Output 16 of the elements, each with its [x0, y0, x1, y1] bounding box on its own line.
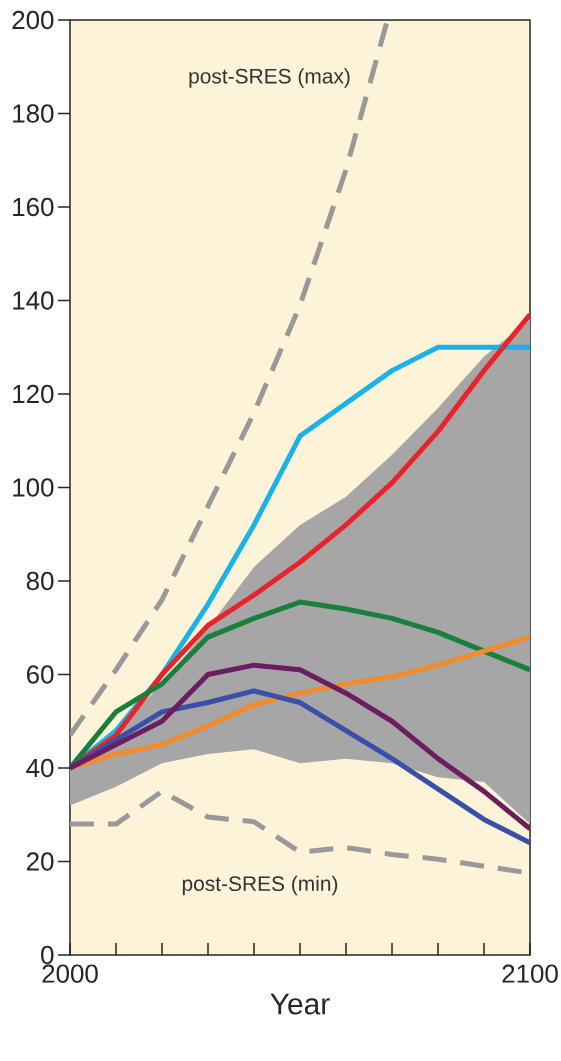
y-tick-label: 180	[13, 104, 54, 123]
y-tick-label: 40	[26, 758, 54, 778]
y-tick-label: 20	[26, 852, 54, 871]
y-tick-label: 140	[13, 291, 54, 310]
y-tick-label: 100	[13, 478, 54, 497]
x-tick-label: 2100	[502, 964, 558, 983]
y-tick-label: 120	[13, 384, 54, 404]
y-tick-label: 80	[26, 571, 54, 591]
y-tick-label: 200	[12, 10, 54, 30]
x-axis-title: Year	[270, 993, 330, 1015]
y-tick-label: 160	[13, 197, 54, 217]
y-tick-label: 60	[26, 665, 54, 684]
series-label: post-SRES (min)	[182, 875, 338, 896]
y-tick-label: 0	[41, 945, 54, 965]
x-tick-label: 2000	[42, 964, 98, 983]
series-label: post-SRES (max)	[189, 68, 350, 88]
